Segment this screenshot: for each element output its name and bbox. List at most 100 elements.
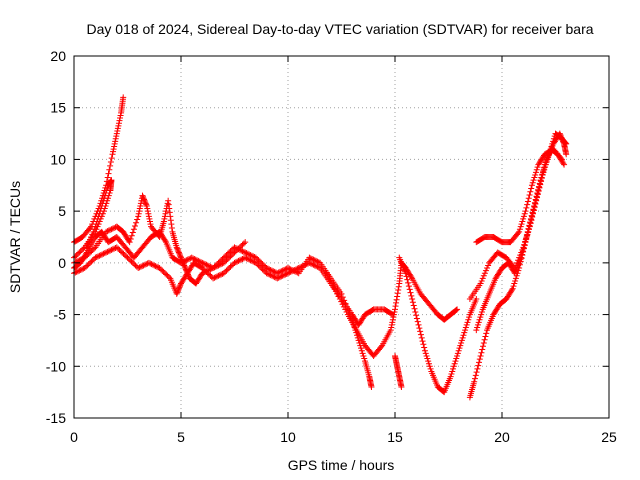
data-point [223,267,230,274]
data-point [395,283,402,290]
data-point [127,257,134,264]
data-point [324,272,331,279]
data-point [335,293,342,300]
data-point [243,250,250,257]
data-point [528,185,535,192]
data-point [361,355,368,362]
series-track-2 [71,177,115,261]
data-point [240,248,247,255]
data-point [532,171,539,178]
data-point [283,270,290,277]
data-point [478,349,485,356]
data-point [111,143,118,150]
data-point [392,303,399,310]
data-point [295,265,302,272]
data-point [244,255,251,262]
data-point [89,246,96,253]
data-point [115,245,122,252]
data-point [531,204,538,211]
data-point [163,208,170,215]
data-point [183,257,190,264]
data-point [231,244,238,251]
data-point [219,255,226,262]
data-point [479,346,486,353]
data-point [94,215,101,222]
data-point [239,248,246,255]
data-point [310,256,317,263]
data-point [358,347,365,354]
data-point [282,271,289,278]
data-point [416,325,423,332]
data-point [535,188,542,195]
data-point [174,289,181,296]
data-point [475,362,482,369]
data-point [540,169,547,176]
data-point [222,268,229,275]
data-point [247,252,254,259]
data-point [148,261,155,268]
data-point [94,218,101,225]
data-point [285,270,291,277]
y-tick-label: -5 [54,307,67,323]
y-tick-label: 0 [58,255,66,271]
data-point [464,319,471,326]
data-point [307,255,314,262]
data-point [518,249,525,256]
data-point [131,223,138,230]
x-tick-label: 25 [601,429,617,445]
data-point [456,345,463,352]
data-point [168,224,175,231]
data-point [473,369,480,376]
data-point [541,166,548,173]
data-point [478,311,485,318]
data-point [72,253,79,260]
data-point [390,314,397,321]
data-point [452,358,459,365]
data-point [287,266,294,273]
series-track-8 [392,352,405,390]
data-point [180,258,187,265]
data-point [558,156,565,163]
data-point [516,226,523,233]
data-point [526,226,533,233]
data-point [108,226,115,233]
data-point [270,268,277,275]
data-point [276,274,283,281]
data-point [236,257,243,264]
data-point [527,220,534,227]
data-point [174,245,181,252]
data-point [275,274,282,281]
data-point [135,265,142,272]
data-point [340,303,347,310]
data-point [450,365,457,372]
data-point [115,120,122,127]
data-point [95,213,102,220]
data-point [509,285,516,292]
data-point [113,130,120,137]
data-point [256,258,263,265]
data-point [323,270,330,277]
data-point [141,197,148,204]
data-point [142,200,149,207]
data-point [544,156,551,163]
data-point [87,259,94,266]
data-point [242,239,249,246]
data-point [263,270,270,277]
data-point [235,257,242,264]
data-point [230,250,237,257]
data-point [310,261,317,268]
data-point [538,178,545,185]
data-point [196,258,203,265]
data-point [236,246,243,253]
data-point [276,268,283,275]
data-point [109,246,116,253]
data-point [388,324,395,331]
data-point [228,262,235,269]
data-point [338,298,345,305]
data-point [104,174,111,181]
data-point [520,244,527,251]
data-point [220,254,227,261]
data-point [215,272,222,279]
data-point [77,266,84,273]
series-track-5 [71,228,375,390]
